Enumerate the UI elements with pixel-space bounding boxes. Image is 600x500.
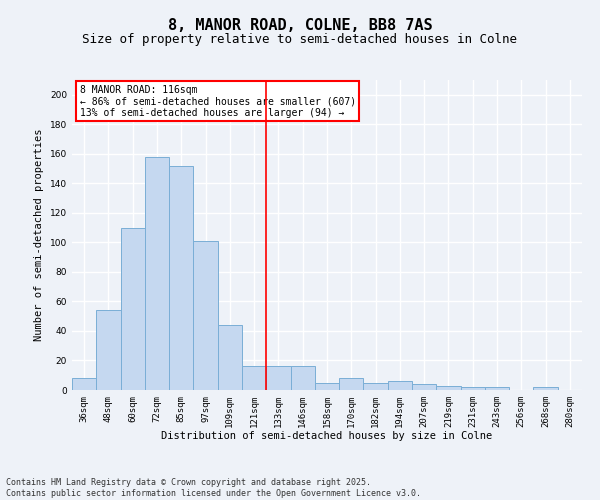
Bar [315, 382, 339, 390]
Bar [388, 381, 412, 390]
Bar [339, 378, 364, 390]
Text: 8, MANOR ROAD, COLNE, BB8 7AS: 8, MANOR ROAD, COLNE, BB8 7AS [167, 18, 433, 32]
Bar [121, 228, 145, 390]
X-axis label: Distribution of semi-detached houses by size in Colne: Distribution of semi-detached houses by … [161, 432, 493, 442]
Bar [485, 387, 509, 390]
Bar [364, 382, 388, 390]
Y-axis label: Number of semi-detached properties: Number of semi-detached properties [34, 128, 44, 341]
Text: Size of property relative to semi-detached houses in Colne: Size of property relative to semi-detach… [83, 32, 517, 46]
Bar [193, 241, 218, 390]
Bar [145, 157, 169, 390]
Bar [266, 366, 290, 390]
Text: 8 MANOR ROAD: 116sqm
← 86% of semi-detached houses are smaller (607)
13% of semi: 8 MANOR ROAD: 116sqm ← 86% of semi-detac… [80, 84, 356, 118]
Text: Contains HM Land Registry data © Crown copyright and database right 2025.
Contai: Contains HM Land Registry data © Crown c… [6, 478, 421, 498]
Bar [412, 384, 436, 390]
Bar [436, 386, 461, 390]
Bar [533, 387, 558, 390]
Bar [169, 166, 193, 390]
Bar [72, 378, 96, 390]
Bar [461, 387, 485, 390]
Bar [290, 366, 315, 390]
Bar [96, 310, 121, 390]
Bar [242, 366, 266, 390]
Bar [218, 325, 242, 390]
